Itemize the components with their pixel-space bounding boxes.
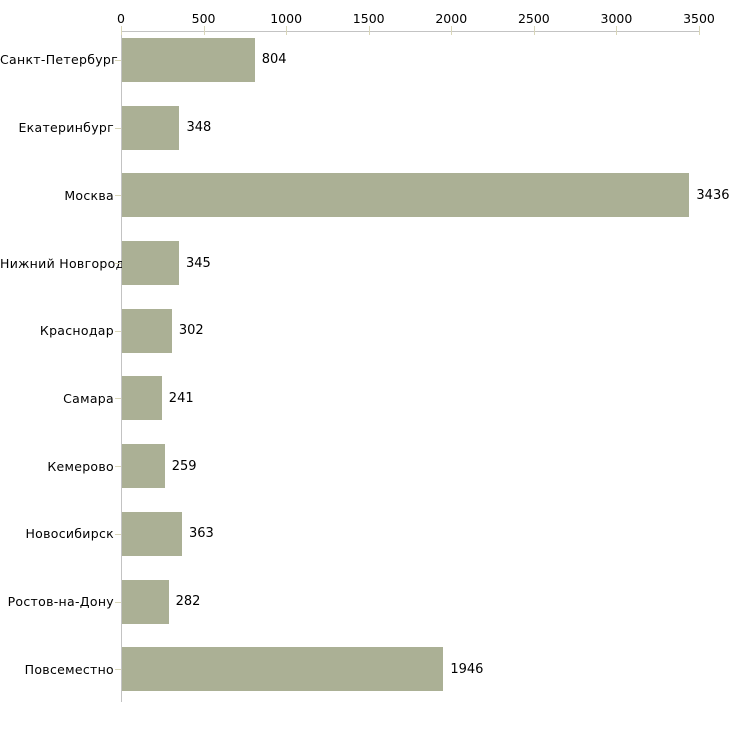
x-axis-tick: [698, 26, 700, 35]
category-label: Самара: [63, 390, 114, 406]
bar: [122, 308, 172, 353]
x-axis-tick-label: 500: [191, 11, 216, 26]
category-label: Повсеместно: [24, 661, 114, 677]
bar: [122, 511, 182, 556]
value-label: 302: [178, 323, 204, 339]
x-axis-line: [121, 31, 700, 32]
x-axis-tick-label: 3500: [683, 11, 715, 26]
category-tick: [115, 59, 121, 61]
bar: [122, 647, 444, 692]
x-axis-tick-label: 2000: [435, 11, 468, 26]
value-label: 3436: [696, 187, 730, 203]
x-axis-tick-label: 2500: [517, 11, 550, 26]
category-label: Краснодар: [39, 323, 114, 339]
x-axis-tick: [616, 26, 618, 35]
category-tick: [115, 601, 121, 603]
category-tick: [115, 533, 121, 535]
x-axis-tick-label: 1500: [352, 11, 385, 26]
bar: [122, 105, 180, 150]
bar: [122, 37, 255, 82]
category-label: Ростов-на-Дону: [7, 594, 114, 609]
x-axis-tick: [451, 26, 453, 35]
x-axis-tick: [368, 26, 370, 35]
category-tick: [115, 669, 121, 671]
value-label: 1946: [450, 661, 484, 677]
category-tick: [115, 466, 121, 468]
category-tick: [115, 127, 121, 129]
category-tick: [115, 330, 121, 332]
x-axis-tick: [203, 26, 205, 35]
bar: [122, 241, 179, 285]
category-label: Нижний Новгород: [0, 255, 125, 271]
value-label: 241: [168, 390, 194, 406]
value-label: 282: [175, 594, 201, 609]
category-tick: [115, 195, 121, 197]
x-axis-tick: [533, 26, 535, 35]
value-label: 363: [188, 526, 214, 542]
value-label: 348: [186, 120, 212, 136]
x-axis-tick-label: 1000: [270, 11, 303, 26]
bar: [122, 579, 169, 624]
bar: [122, 444, 165, 489]
category-label: Москва: [64, 187, 114, 203]
category-label: Екатеринбург: [18, 120, 114, 136]
bar: [122, 376, 162, 421]
category-tick: [115, 263, 121, 264]
x-axis-tick-label: 3000: [600, 11, 633, 26]
bar: [122, 173, 690, 218]
category-label: Санкт-Петербург: [0, 52, 119, 68]
category-label: Кемерово: [47, 458, 114, 474]
category-tick: [115, 398, 121, 400]
x-axis-tick: [121, 26, 122, 35]
y-axis-line: [121, 31, 122, 702]
value-label: 345: [185, 255, 211, 271]
x-axis-tick: [286, 26, 288, 35]
category-label: Новосибирск: [25, 526, 114, 542]
x-axis-tick-label: 0: [117, 11, 125, 26]
value-label: 259: [171, 458, 197, 474]
value-label: 804: [261, 52, 287, 68]
